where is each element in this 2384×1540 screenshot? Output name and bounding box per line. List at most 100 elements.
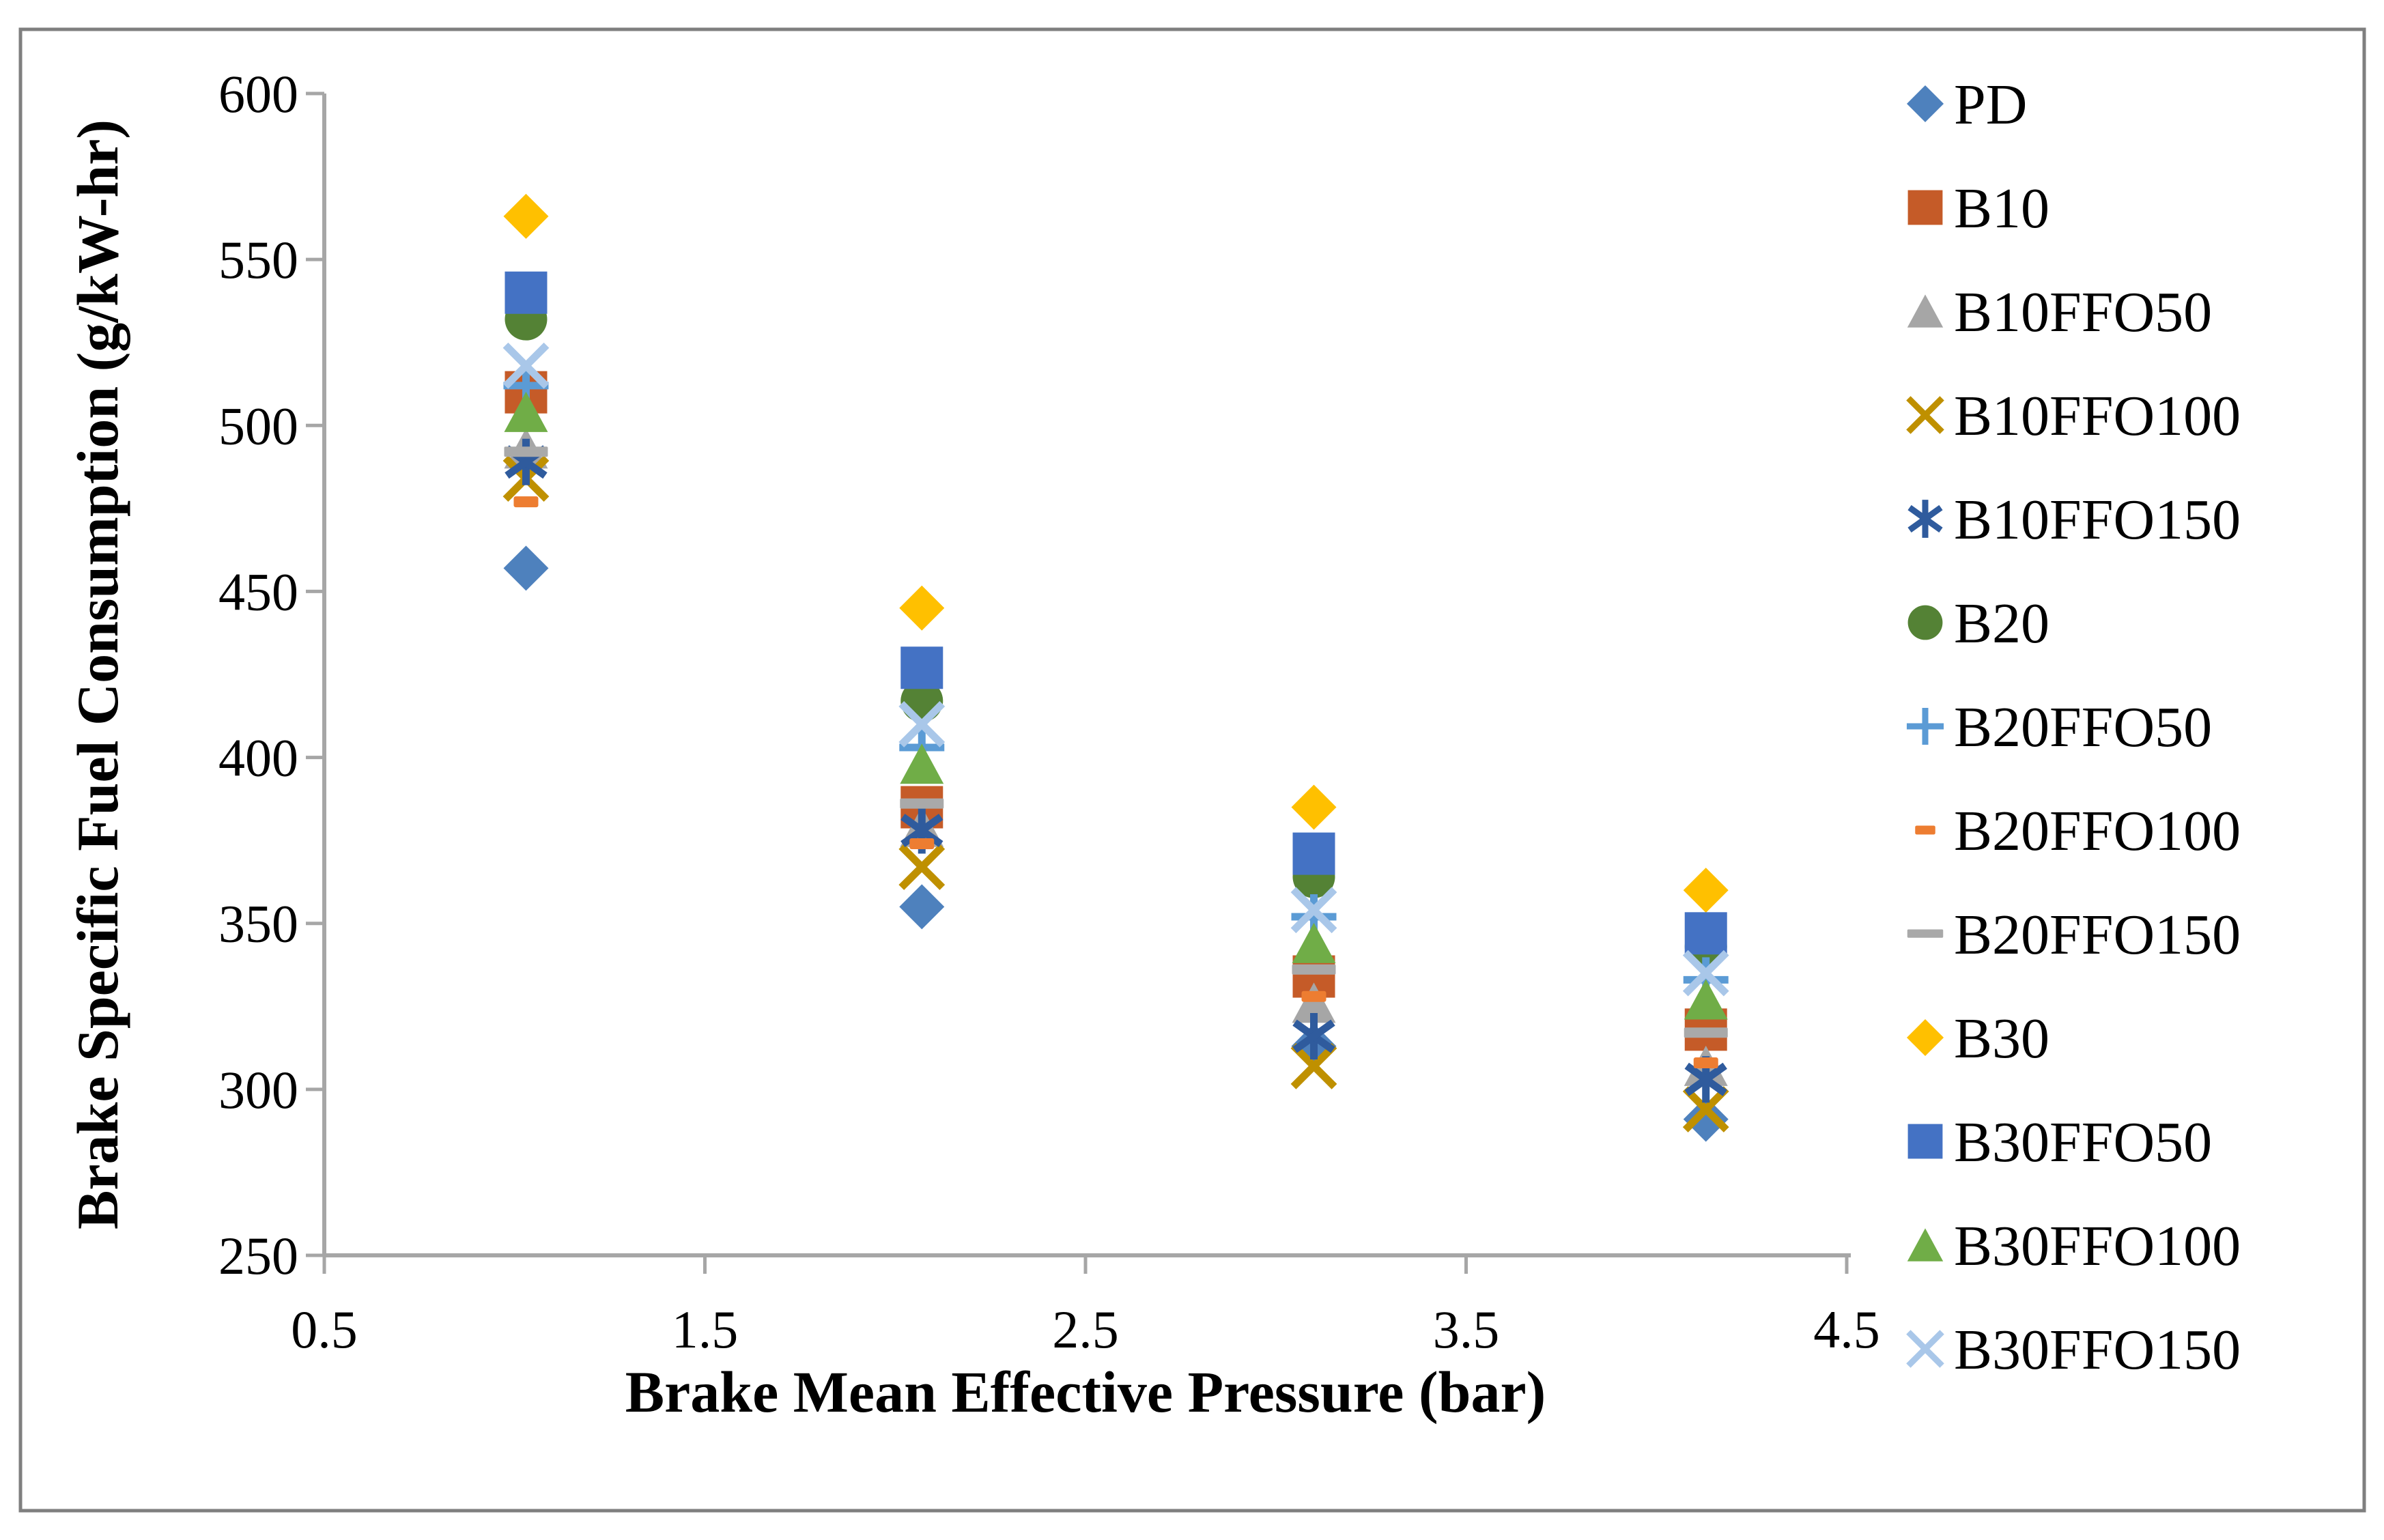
marker-B20FFO150-point-1 — [900, 798, 944, 809]
x-tick-label: 2.5 — [1052, 1300, 1119, 1359]
series-B30FFO150 — [502, 342, 1729, 997]
legend-item-B20FFO50: B20FFO50 — [1906, 696, 2212, 759]
marker-B20FFO150-point-2 — [1292, 964, 1336, 975]
series-B10FFO150 — [505, 438, 1727, 1103]
y-tick-label: 350 — [218, 894, 298, 954]
series-B10FFO100 — [502, 455, 1729, 1132]
marker-B30FFO50-point-0 — [505, 271, 548, 314]
marker-B30FFO50-point-3 — [1684, 912, 1727, 955]
legend-label: B30FFO100 — [1954, 1214, 2241, 1278]
legend-label: B10FFO150 — [1954, 488, 2241, 552]
marker-B30FFO100-point-3 — [1684, 979, 1728, 1020]
x-axis-title: Brake Mean Effective Pressure (bar) — [625, 1359, 1546, 1425]
marker-B30FFO150-point-3 — [1682, 950, 1729, 997]
plus-icon — [1906, 707, 1944, 745]
marker-B10FFO100-point-3 — [1682, 1086, 1729, 1132]
marker-B10FFO100-point-1 — [898, 844, 946, 890]
asterisk-icon — [1907, 500, 1943, 538]
legend-label: B20 — [1954, 592, 2049, 655]
marker-PD-point-3 — [1683, 1096, 1729, 1142]
marker-B20FFO100-point-3 — [1693, 1057, 1718, 1068]
x-tick-label: 1.5 — [672, 1300, 739, 1359]
series-B30FFO50 — [505, 271, 1727, 955]
legend-item-B10FFO150: B10FFO150 — [1907, 488, 2241, 552]
marker-B20FFO100-point-2 — [1301, 990, 1326, 1002]
series-B30FFO100 — [504, 391, 1728, 1020]
marker-B30-point-2 — [1291, 784, 1337, 830]
diamond-icon — [1906, 85, 1944, 123]
triangle-icon — [1907, 294, 1944, 328]
marker-B30FFO100-point-0 — [504, 391, 548, 432]
legend-label: B30 — [1954, 1007, 2049, 1070]
marker-B20FFO150-point-0 — [504, 446, 548, 457]
legend-item-B30FFO100: B30FFO100 — [1907, 1214, 2241, 1278]
marker-B10FFO50-point-2 — [1292, 982, 1336, 1023]
marker-B20FFO150-point-3 — [1684, 1027, 1728, 1038]
square-icon — [1907, 1124, 1943, 1159]
triangle-icon — [1907, 1228, 1944, 1261]
legend-label: B30FFO150 — [1954, 1318, 2241, 1382]
y-tick-label: 450 — [218, 562, 298, 621]
legend-item-B10FFO50: B10FFO50 — [1907, 281, 2212, 344]
x-tick-label: 4.5 — [1813, 1300, 1880, 1359]
series-PD — [503, 545, 1729, 1142]
y-tick-label: 500 — [218, 396, 298, 455]
y-tick-label: 250 — [218, 1226, 298, 1285]
xcross-icon — [1906, 1330, 1944, 1368]
legend-item-B20: B20 — [1907, 592, 2049, 655]
series-B20FFO50 — [503, 362, 1729, 1003]
x-tick-label: 3.5 — [1433, 1300, 1500, 1359]
legend-item-B20FFO100: B20FFO100 — [1915, 799, 2241, 863]
legend-item-B20FFO150: B20FFO150 — [1907, 903, 2241, 967]
legend-item-PD: PD — [1906, 73, 2027, 137]
marker-B30FFO100-point-1 — [900, 743, 944, 784]
marker-PD-point-0 — [503, 545, 549, 591]
marker-B30FFO50-point-1 — [900, 646, 943, 689]
legend-label: B20FFO50 — [1954, 696, 2212, 759]
series-B30 — [503, 193, 1729, 913]
marker-B30FFO150-point-1 — [898, 701, 946, 747]
legend-label: B30FFO50 — [1954, 1111, 2212, 1174]
xcross-icon — [1906, 396, 1944, 434]
dash-icon — [1907, 929, 1944, 938]
marker-B30FFO150-point-2 — [1290, 887, 1337, 934]
series-B20FFO100 — [513, 496, 1718, 1068]
y-tick-label: 550 — [218, 230, 298, 289]
legend-item-B10FFO100: B10FFO100 — [1906, 384, 2241, 448]
legend-item-B30FFO50: B30FFO50 — [1907, 1111, 2212, 1174]
legend-label: B20FFO100 — [1954, 799, 2241, 863]
square-icon — [1907, 190, 1943, 225]
series-B20 — [505, 298, 1727, 968]
marker-PD-point-1 — [899, 884, 945, 930]
diamond-icon — [1906, 1018, 1944, 1057]
marker-B30FFO50-point-2 — [1292, 832, 1335, 875]
y-tick-label: 400 — [218, 728, 298, 788]
circle-icon — [1907, 605, 1943, 640]
series-B20FFO150 — [504, 446, 1728, 1038]
marker-B10FFO150-point-2 — [1292, 1013, 1335, 1060]
legend-label: B10 — [1954, 177, 2049, 240]
marker-B30-point-3 — [1683, 868, 1729, 913]
legend-item-B10: B10 — [1907, 177, 2049, 240]
marker-B30FFO100-point-2 — [1292, 922, 1336, 963]
marker-B20FFO100-point-0 — [513, 496, 539, 508]
legend-label: B10FFO100 — [1954, 384, 2241, 448]
series-B10 — [505, 371, 1727, 1051]
marker-B30-point-1 — [899, 585, 945, 631]
legend-item-B30: B30 — [1906, 1007, 2049, 1070]
marker-B30-point-0 — [503, 193, 549, 239]
y-tick-label: 600 — [218, 64, 298, 124]
marker-B20FFO100-point-1 — [909, 838, 935, 850]
y-tick-label: 300 — [218, 1060, 298, 1120]
marker-B30FFO150-point-0 — [502, 342, 550, 389]
dash-short-icon — [1915, 825, 1935, 835]
legend-label: PD — [1954, 73, 2027, 137]
legend-label: B20FFO150 — [1954, 903, 2241, 967]
y-axis-title: Brake Specific Fuel Consumption (g/kW-hr… — [65, 119, 130, 1229]
legend-label: B10FFO50 — [1954, 281, 2212, 344]
legend: PD B10 B10FFO50 B10FFO100 B10FFO150 B20 B20FFO… — [1906, 73, 2241, 1382]
legend-item-B30FFO150: B30FFO150 — [1906, 1318, 2241, 1382]
plot-area — [502, 193, 1729, 1142]
marker-B10FFO100-point-2 — [1290, 1042, 1337, 1089]
